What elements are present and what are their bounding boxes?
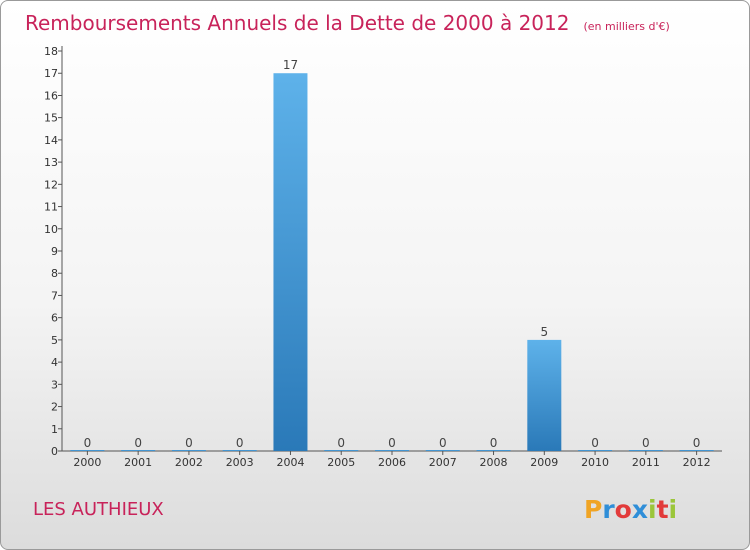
y-tick-label: 18 xyxy=(44,45,58,58)
bars xyxy=(70,73,714,451)
y-tick-label: 6 xyxy=(51,312,58,325)
y-tick-label: 17 xyxy=(44,67,58,80)
bar-value-label: 17 xyxy=(283,58,298,72)
bar-2006 xyxy=(375,450,409,451)
chart-title-text: Remboursements Annuels de la Dette de 20… xyxy=(25,11,569,35)
bar-value-label: 0 xyxy=(337,436,345,450)
logo-letter: P xyxy=(584,495,602,524)
bar-value-label: 0 xyxy=(439,436,447,450)
x-tick-label: 2004 xyxy=(276,456,304,469)
labels: 0 2000 0 2001 0 2002 0 2003 17 2004 0 2005 0 2006 0 200… xyxy=(73,58,710,469)
bar-value-label: 5 xyxy=(540,325,548,339)
y-tick-label: 5 xyxy=(51,334,58,347)
commune-name: LES AUTHIEUX xyxy=(33,499,164,520)
x-tick-label: 2001 xyxy=(124,456,152,469)
bar-2000 xyxy=(70,450,105,451)
bar-2004 xyxy=(273,73,308,451)
x-tick-label: 2009 xyxy=(530,456,558,469)
bar-2008 xyxy=(476,450,511,451)
logo-letter: t xyxy=(657,495,669,524)
y-tick-label: 16 xyxy=(44,89,58,102)
bar-value-label: 0 xyxy=(236,436,244,450)
y-tick-label: 9 xyxy=(51,245,58,258)
x-tick-label: 2002 xyxy=(175,456,203,469)
logo-letter: x xyxy=(632,495,648,524)
y-tick-label: 0 xyxy=(51,445,58,458)
y-tick-label: 12 xyxy=(44,178,58,191)
bar-2009 xyxy=(527,339,562,451)
bar-2011 xyxy=(628,450,663,451)
y-tick-label: 1 xyxy=(51,423,58,436)
y-tick-label: 7 xyxy=(51,289,58,302)
x-tick-label: 2003 xyxy=(226,456,254,469)
bar-value-label: 0 xyxy=(693,436,701,450)
y-tick-label: 11 xyxy=(44,201,58,214)
bar-2002 xyxy=(171,450,206,451)
y-tick-label: 2 xyxy=(51,401,58,414)
y-tick-label: 10 xyxy=(44,223,58,236)
bar-value-label: 0 xyxy=(185,436,193,450)
bar-2007 xyxy=(425,450,460,451)
y-tick-label: 14 xyxy=(44,134,58,147)
x-tick-label: 2007 xyxy=(429,456,457,469)
proxiti-logo: Proxiti xyxy=(584,495,677,524)
y-tick-label: 8 xyxy=(51,267,58,280)
bar-value-label: 0 xyxy=(591,436,599,450)
logo-letter: i xyxy=(669,495,678,524)
x-tick-label: 2012 xyxy=(683,456,711,469)
x-tick-label: 2000 xyxy=(73,456,101,469)
logo-letter: o xyxy=(615,495,632,524)
y-tick-label: 3 xyxy=(51,378,58,391)
x-tick-label: 2006 xyxy=(378,456,406,469)
x-tick-label: 2010 xyxy=(581,456,609,469)
bar-value-label: 0 xyxy=(84,436,92,450)
bar-2012 xyxy=(679,450,714,451)
logo-letter: i xyxy=(648,495,657,524)
y-tick-label: 4 xyxy=(51,356,58,369)
logo-letter: r xyxy=(602,495,615,524)
x-tick-label: 2008 xyxy=(480,456,508,469)
bar-value-label: 0 xyxy=(642,436,650,450)
x-tick-label: 2005 xyxy=(327,456,355,469)
bar-2003 xyxy=(222,450,257,451)
bar-value-label: 0 xyxy=(388,436,396,450)
bar-2010 xyxy=(578,450,613,451)
x-tick-label: 2011 xyxy=(632,456,660,469)
y-tick-label: 15 xyxy=(44,112,58,125)
bar-2005 xyxy=(324,450,359,451)
bar-value-label: 0 xyxy=(490,436,498,450)
chart-title: Remboursements Annuels de la Dette de 20… xyxy=(25,11,670,35)
chart-unit-text: (en milliers d'€) xyxy=(583,20,669,33)
bar-value-label: 0 xyxy=(134,436,142,450)
y-tick-label: 13 xyxy=(44,156,58,169)
bar-2001 xyxy=(121,450,156,451)
